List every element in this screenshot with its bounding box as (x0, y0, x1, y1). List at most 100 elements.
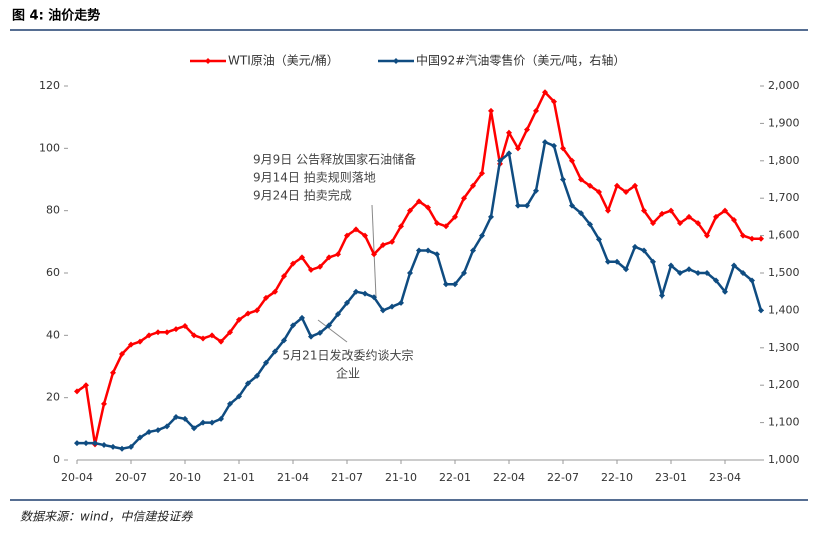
x-tick-label: 20-10 (169, 471, 201, 484)
y2-tick-label: 1,300 (768, 341, 800, 354)
data-point (119, 351, 125, 358)
data-point (515, 145, 521, 152)
data-point (74, 440, 80, 447)
data-point (605, 258, 611, 265)
source: 数据来源：wind，中信建投证券 (20, 510, 193, 524)
data-point (533, 187, 539, 194)
x-tick-label: 20-04 (61, 471, 93, 484)
data-point (677, 220, 683, 227)
data-point (479, 170, 485, 177)
legend-marker (205, 58, 211, 64)
y-tick-label: 60 (46, 266, 60, 279)
annotation: 5月21日发改委约谈大宗 (283, 348, 414, 363)
data-point (110, 443, 116, 450)
data-point (731, 262, 737, 269)
data-point (218, 338, 224, 345)
x-tick-label: 22-07 (547, 471, 579, 484)
data-point (254, 372, 260, 379)
chart-title: 图 4: 油价走势 (12, 8, 100, 24)
data-point (542, 89, 548, 96)
data-point (209, 419, 215, 426)
data-point (218, 415, 224, 422)
data-point (596, 236, 602, 243)
data-point (83, 382, 89, 389)
y2-tick-label: 1,000 (768, 453, 800, 466)
data-point (668, 207, 674, 214)
data-point (344, 232, 350, 239)
data-point (470, 182, 476, 189)
annotation: 企业 (336, 366, 360, 381)
data-point (254, 307, 260, 314)
data-point (407, 270, 413, 276)
y-tick-label: 0 (53, 453, 60, 466)
data-point (749, 235, 755, 242)
data-point (191, 425, 197, 432)
series-line (76, 90, 761, 445)
data-point (686, 266, 692, 273)
data-point (83, 440, 89, 447)
x-tick-label: 21-01 (223, 471, 255, 484)
data-point (146, 332, 152, 339)
data-point (623, 188, 629, 195)
data-point (668, 262, 674, 269)
data-point (695, 220, 701, 227)
data-point (308, 333, 314, 340)
data-point (578, 176, 584, 183)
data-point (164, 329, 170, 336)
data-point (560, 145, 566, 152)
data-point (758, 307, 764, 314)
data-point (479, 232, 485, 239)
x-tick-label: 22-04 (493, 471, 525, 484)
data-point (434, 220, 440, 227)
data-point (587, 182, 593, 189)
data-point (236, 316, 242, 323)
data-point (182, 415, 188, 422)
data-point (200, 419, 206, 426)
data-point (128, 341, 134, 348)
data-point (704, 270, 710, 276)
data-point (650, 258, 656, 265)
data-point (488, 213, 494, 220)
data-point (614, 182, 620, 189)
data-point (290, 260, 296, 267)
data-point (623, 266, 629, 273)
data-point (245, 310, 251, 317)
data-point (335, 251, 341, 258)
annotation: 9月9日 公告释放国家石油储备 (253, 152, 416, 167)
data-point (416, 198, 422, 205)
series-line (77, 140, 763, 451)
y2-tick-label: 1,200 (768, 378, 800, 391)
data-point (398, 223, 404, 230)
data-point (443, 281, 449, 288)
data-point (425, 247, 431, 254)
data-point (380, 241, 386, 248)
x-tick-label: 20-07 (115, 471, 147, 484)
data-point (632, 243, 638, 250)
data-point (119, 445, 125, 452)
data-point (407, 207, 413, 214)
annotation: 9月24日 拍卖完成 (253, 188, 352, 203)
data-point (308, 266, 314, 273)
data-point (641, 247, 647, 254)
data-point (488, 107, 494, 114)
data-point (551, 98, 557, 105)
data-point (344, 299, 350, 306)
legend-label: 中国92#汽油零售价（美元/吨，右轴） (416, 53, 625, 68)
data-point (758, 235, 764, 242)
data-point (371, 251, 377, 258)
y2-tick-label: 1,400 (768, 303, 800, 316)
data-point (659, 210, 665, 217)
data-point (470, 247, 476, 254)
data-point (281, 337, 287, 344)
y-tick-label: 100 (39, 141, 60, 154)
data-point (155, 427, 161, 434)
data-point (704, 232, 710, 239)
data-point (713, 277, 719, 284)
y2-tick-label: 1,600 (768, 229, 800, 242)
data-point (272, 288, 278, 295)
data-point (722, 288, 728, 295)
data-point (101, 400, 107, 407)
data-point (722, 207, 728, 214)
data-point (362, 290, 368, 297)
